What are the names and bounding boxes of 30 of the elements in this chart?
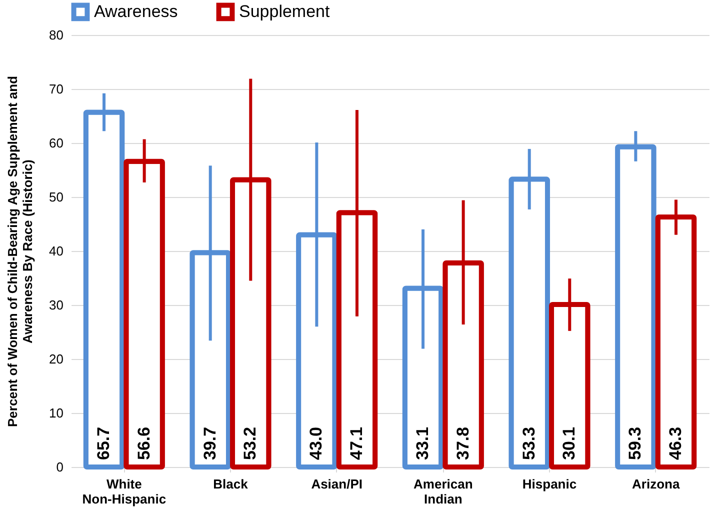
- data-label: 53.2: [240, 426, 260, 460]
- y-tick-label: 30: [49, 298, 64, 312]
- y-tick-label: 20: [49, 352, 64, 366]
- data-label: 33.1: [413, 426, 432, 460]
- y-axis-title: Percent of Women of Child-Bearing Age Supplement and Awareness By Race (Historic): [5, 76, 36, 428]
- data-label: 65.7: [94, 426, 114, 460]
- y-tick-label: 40: [49, 244, 64, 258]
- x-tick-label: Asian/PI: [311, 476, 362, 492]
- y-tick-label: 70: [49, 82, 64, 96]
- data-label: 53.3: [519, 426, 538, 460]
- legend-label: Supplement: [239, 2, 330, 21]
- data-label: 47.1: [346, 426, 366, 460]
- data-label: 39.7: [200, 426, 220, 460]
- x-tick-label: White Non-Hispanic: [82, 476, 166, 506]
- legend-label: Awareness: [94, 2, 178, 21]
- data-label: 56.6: [134, 426, 154, 460]
- x-tick-label: Arizona: [632, 476, 680, 492]
- data-label: 30.1: [560, 426, 579, 460]
- x-tick-label: Black: [213, 476, 249, 492]
- y-tick-label: 80: [49, 28, 64, 42]
- y-tick-label: 50: [49, 190, 64, 204]
- data-label: 37.8: [453, 426, 472, 460]
- y-tick-label: 10: [49, 406, 64, 420]
- x-tick-label: American Indian: [414, 476, 473, 506]
- x-tick-label: Hispanic: [522, 476, 577, 492]
- data-label: 46.3: [666, 426, 685, 460]
- data-label: 43.0: [306, 426, 326, 460]
- y-tick-label: 0: [56, 460, 64, 474]
- data-label: 59.3: [626, 426, 645, 460]
- y-tick-label: 60: [49, 136, 64, 150]
